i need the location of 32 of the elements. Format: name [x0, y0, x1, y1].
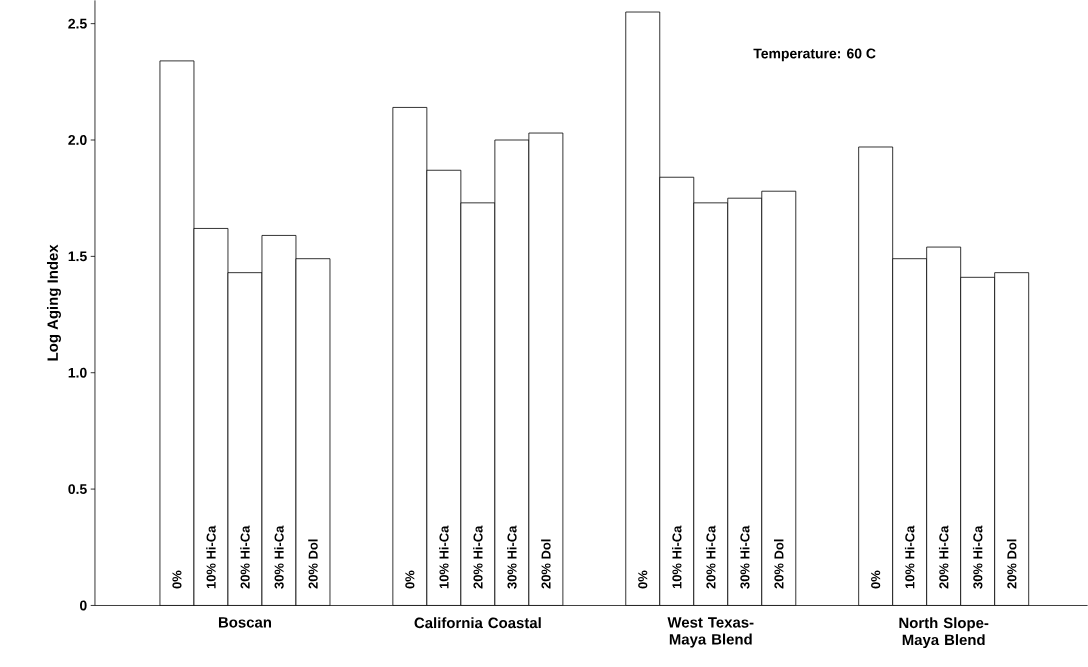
- text: 0%: [871, 570, 881, 589]
- x-tick-label: Boscan: [218, 617, 272, 628]
- y-tick-label: 0: [79, 600, 87, 611]
- text: 20% Hi-Ca: [706, 525, 716, 589]
- text: 10% Hi-Ca: [206, 525, 216, 588]
- annotation: Temperature: 60 C: [753, 48, 876, 61]
- x-tick-label: West Texas-Maya Blend: [667, 617, 754, 648]
- text: 10% Hi-Ca: [672, 525, 682, 588]
- text: 20% Hi-Ca: [473, 525, 483, 589]
- y-tick-label: 1.5: [68, 251, 87, 262]
- text: 30% Hi-Ca: [507, 525, 517, 589]
- series-label: 10% Hi-Ca: [439, 525, 449, 588]
- y-tick-label: 2.0: [68, 134, 87, 145]
- text: 30% Hi-Ca: [972, 525, 983, 589]
- text: 20% Hi-Ca: [938, 525, 949, 589]
- x-tick-label: California Coastal: [414, 617, 541, 628]
- text: 20% Dol: [308, 539, 318, 589]
- text: 20% Dol: [541, 539, 551, 589]
- y-tick-label: 0.5: [68, 483, 87, 494]
- series-label: 20% Hi-Ca: [240, 525, 250, 589]
- text: 20% Dol: [774, 539, 784, 589]
- text: 0%: [638, 570, 648, 589]
- series-label: 30% Hi-Ca: [274, 525, 284, 589]
- series-label: 0%: [405, 570, 415, 589]
- series-label: 20% Dol: [1006, 539, 1017, 589]
- y-axis-title: Log Aging Index: [46, 244, 61, 361]
- y-tick-label: 1.0: [68, 367, 87, 378]
- text: 0%: [172, 570, 182, 589]
- text: 10% Hi-Ca: [904, 525, 915, 588]
- y-tick-label: 2.5: [68, 18, 87, 29]
- text: 30% Hi-Ca: [740, 525, 750, 589]
- x-tick-label: North Slope-Maya Blend: [899, 617, 989, 648]
